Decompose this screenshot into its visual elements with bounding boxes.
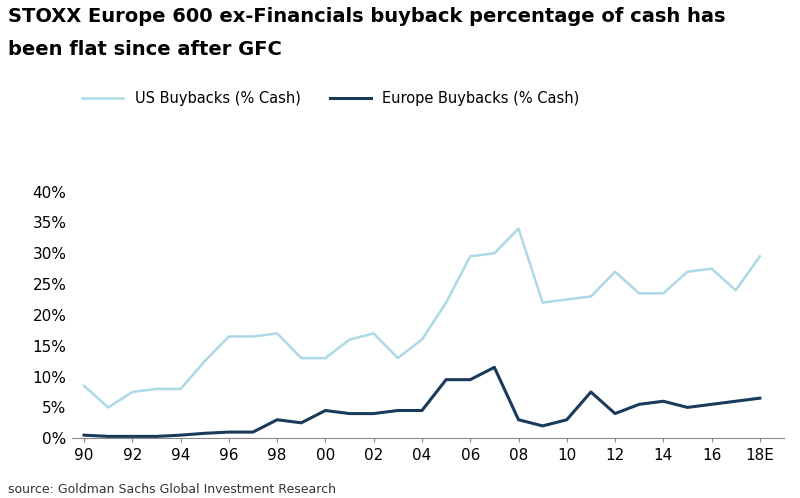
US Buybacks (% Cash): [369, 331, 378, 337]
Europe Buybacks (% Cash): [224, 429, 234, 435]
Europe Buybacks (% Cash): [610, 410, 620, 416]
US Buybacks (% Cash): [272, 331, 282, 337]
Europe Buybacks (% Cash): [272, 417, 282, 423]
Text: source: Goldman Sachs Global Investment Research: source: Goldman Sachs Global Investment …: [8, 483, 336, 496]
US Buybacks (% Cash): [79, 383, 89, 389]
US Buybacks (% Cash): [200, 358, 210, 364]
Europe Buybacks (% Cash): [127, 433, 137, 439]
Europe Buybacks (% Cash): [369, 410, 378, 416]
US Buybacks (% Cash): [490, 250, 499, 256]
US Buybacks (% Cash): [321, 355, 330, 361]
Europe Buybacks (% Cash): [200, 430, 210, 436]
Europe Buybacks (% Cash): [658, 398, 668, 404]
Europe Buybacks (% Cash): [755, 395, 765, 401]
US Buybacks (% Cash): [586, 293, 596, 299]
US Buybacks (% Cash): [248, 334, 258, 340]
Europe Buybacks (% Cash): [321, 407, 330, 413]
Europe Buybacks (% Cash): [393, 407, 402, 413]
Europe Buybacks (% Cash): [490, 365, 499, 371]
Europe Buybacks (% Cash): [682, 404, 692, 410]
US Buybacks (% Cash): [706, 266, 716, 272]
Europe Buybacks (% Cash): [176, 432, 186, 438]
US Buybacks (% Cash): [634, 290, 644, 296]
Europe Buybacks (% Cash): [514, 417, 523, 423]
Europe Buybacks (% Cash): [466, 376, 475, 382]
Legend: US Buybacks (% Cash), Europe Buybacks (% Cash): US Buybacks (% Cash), Europe Buybacks (%…: [76, 85, 586, 112]
US Buybacks (% Cash): [224, 334, 234, 340]
Europe Buybacks (% Cash): [152, 433, 162, 439]
Europe Buybacks (% Cash): [634, 401, 644, 407]
US Buybacks (% Cash): [514, 226, 523, 232]
US Buybacks (% Cash): [103, 404, 113, 410]
Europe Buybacks (% Cash): [562, 417, 571, 423]
Line: Europe Buybacks (% Cash): Europe Buybacks (% Cash): [84, 368, 760, 436]
US Buybacks (% Cash): [152, 386, 162, 392]
Europe Buybacks (% Cash): [297, 420, 306, 426]
US Buybacks (% Cash): [466, 253, 475, 259]
US Buybacks (% Cash): [682, 269, 692, 275]
Text: been flat since after GFC: been flat since after GFC: [8, 40, 282, 59]
US Buybacks (% Cash): [297, 355, 306, 361]
Europe Buybacks (% Cash): [345, 410, 354, 416]
Line: US Buybacks (% Cash): US Buybacks (% Cash): [84, 229, 760, 407]
US Buybacks (% Cash): [393, 355, 402, 361]
Europe Buybacks (% Cash): [731, 398, 741, 404]
US Buybacks (% Cash): [755, 253, 765, 259]
US Buybacks (% Cash): [176, 386, 186, 392]
US Buybacks (% Cash): [658, 290, 668, 296]
Europe Buybacks (% Cash): [538, 423, 547, 429]
Europe Buybacks (% Cash): [706, 401, 716, 407]
Text: STOXX Europe 600 ex-Financials buyback percentage of cash has: STOXX Europe 600 ex-Financials buyback p…: [8, 7, 726, 26]
US Buybacks (% Cash): [127, 389, 137, 395]
Europe Buybacks (% Cash): [442, 376, 451, 382]
US Buybacks (% Cash): [538, 300, 547, 306]
US Buybacks (% Cash): [417, 337, 426, 343]
Europe Buybacks (% Cash): [79, 432, 89, 438]
US Buybacks (% Cash): [731, 287, 741, 293]
Europe Buybacks (% Cash): [417, 407, 426, 413]
US Buybacks (% Cash): [345, 337, 354, 343]
Europe Buybacks (% Cash): [103, 433, 113, 439]
US Buybacks (% Cash): [562, 296, 571, 302]
Europe Buybacks (% Cash): [586, 389, 596, 395]
Europe Buybacks (% Cash): [248, 429, 258, 435]
US Buybacks (% Cash): [610, 269, 620, 275]
US Buybacks (% Cash): [442, 300, 451, 306]
